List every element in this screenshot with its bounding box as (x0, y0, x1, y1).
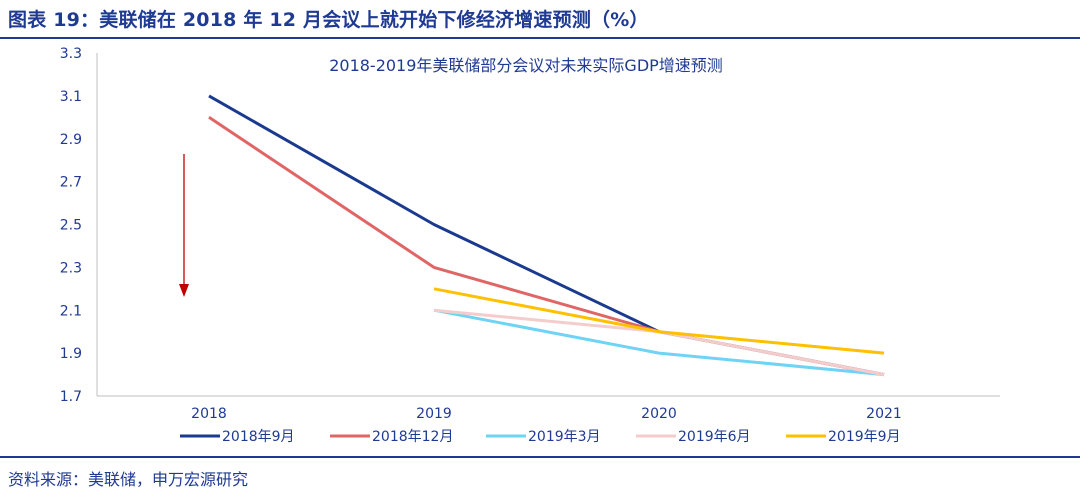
y-tick-label: 2.1 (60, 303, 82, 319)
x-tick-labels: 2018 2019 2020 2021 (191, 406, 902, 422)
y-tick-label: 3.3 (60, 46, 82, 62)
y-tick-label: 2.7 (60, 175, 82, 191)
series-line-2019-3 (433, 308, 885, 377)
y-tick-label: 1.7 (60, 389, 82, 405)
series-line-2019-6 (433, 308, 885, 377)
source-rule (0, 456, 1080, 458)
title-rule (0, 37, 1080, 39)
source-note: 资料来源：美联储，申万宏源研究 (8, 470, 249, 489)
chart-title: 2018-2019年美联储部分会议对未来实际GDP增速预测 (329, 56, 723, 75)
figure-title: 图表 19：美联储在 2018 年 12 月会议上就开始下修经济增速预测（%） (8, 9, 649, 31)
x-tick-label: 2019 (416, 406, 452, 422)
legend-label: 2019年3月 (528, 429, 601, 445)
legend-label: 2018年9月 (222, 429, 295, 445)
legend-label: 2018年12月 (372, 429, 453, 445)
y-tick-label: 2.5 (60, 218, 82, 234)
y-tick-label: 1.9 (60, 346, 82, 362)
line-chart: 2018-2019年美联储部分会议对未来实际GDP增速预测 3.3 3.1 2.9 2… (60, 46, 1000, 445)
x-tick-label: 2018 (191, 406, 227, 422)
legend: 2018年9月 2018年12月 2019年3月 2019年6月 2019年9月 (180, 429, 901, 445)
x-tick-label: 2021 (866, 406, 902, 422)
legend-label: 2019年9月 (828, 429, 901, 445)
y-tick-labels: 3.3 3.1 2.9 2.7 2.5 2.3 2.1 1.9 1.7 (60, 46, 82, 405)
y-tick-label: 2.9 (60, 132, 82, 148)
y-tick-label: 3.1 (60, 89, 82, 105)
y-tick-label: 2.3 (60, 260, 82, 276)
down-arrow-head (179, 284, 189, 297)
series-line-2018-12 (208, 116, 885, 377)
series-lines (208, 94, 885, 377)
series-line-2019-9 (433, 287, 885, 355)
legend-label: 2019年6月 (678, 429, 751, 445)
down-arrow (179, 154, 189, 297)
x-tick-label: 2020 (641, 406, 677, 422)
